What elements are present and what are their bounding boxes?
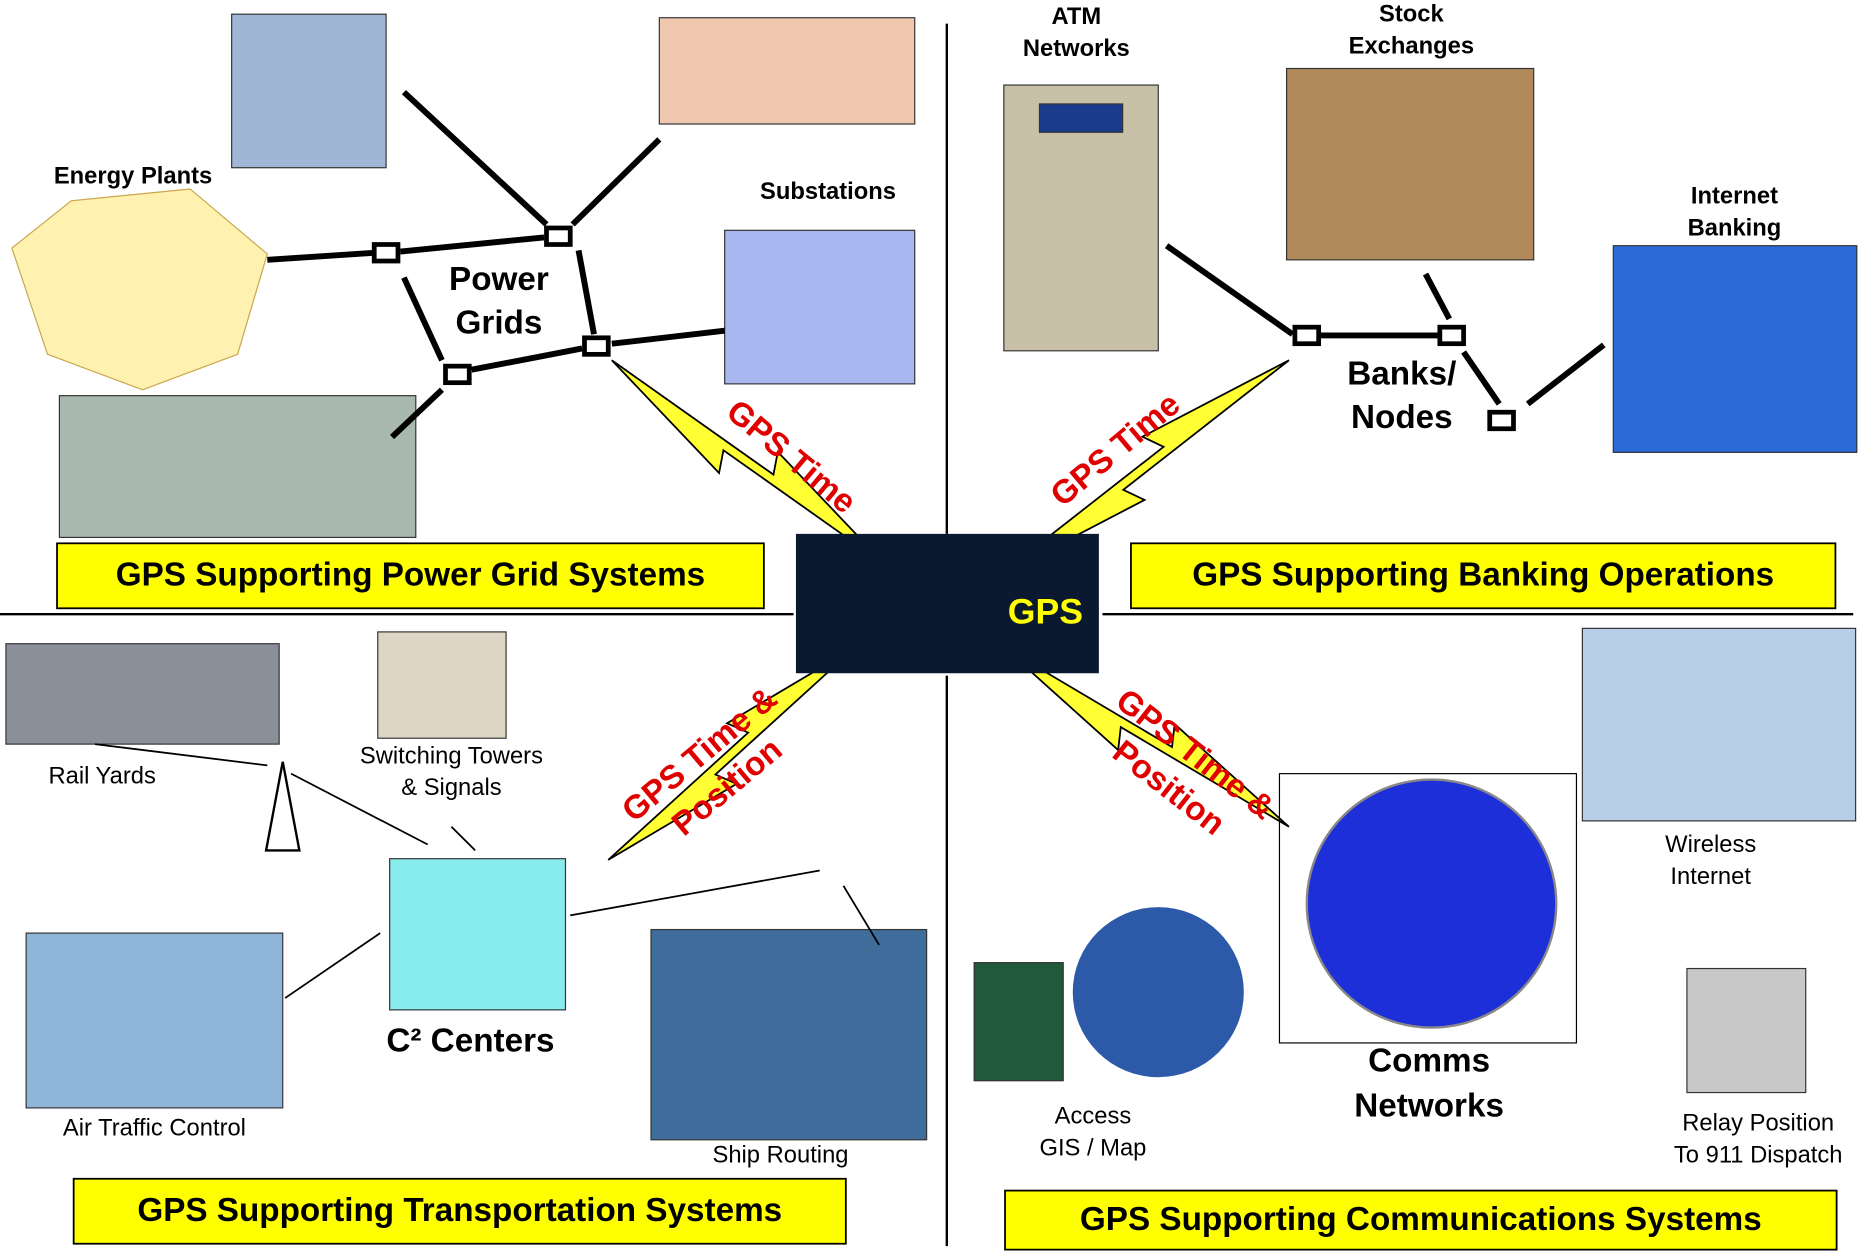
node-label: Wireless bbox=[1665, 832, 1756, 858]
node-label: To 911 Dispatch bbox=[1674, 1143, 1843, 1169]
node-label: Energy Plants bbox=[54, 163, 212, 189]
stock-exchange-picture bbox=[1287, 69, 1534, 260]
c2-center-picture bbox=[390, 859, 566, 1010]
substation-picture bbox=[725, 230, 915, 384]
hub-label: Comms bbox=[1368, 1043, 1490, 1080]
person-picture bbox=[974, 963, 1063, 1081]
link-line bbox=[95, 744, 267, 765]
link-line bbox=[472, 348, 582, 369]
power-plant-picture bbox=[232, 14, 386, 168]
node-label: Access bbox=[1055, 1104, 1132, 1130]
link-line bbox=[285, 933, 380, 998]
page: html, body { margin: 0; padding: 0; back… bbox=[0, 0, 1858, 1252]
node-label: Internet bbox=[1691, 184, 1778, 210]
hub-label: Power bbox=[449, 261, 549, 298]
network-node bbox=[445, 366, 469, 383]
link-line bbox=[570, 870, 819, 915]
phone-picture bbox=[1687, 969, 1806, 1093]
diagram: GPS Supporting Power Grid Systems GPS Sup… bbox=[0, 0, 1858, 1252]
nuclear-plant-picture bbox=[59, 396, 415, 538]
link-line bbox=[612, 331, 725, 344]
hub-label: C² Centers bbox=[386, 1023, 554, 1060]
node-label: ATM bbox=[1051, 4, 1101, 30]
node-label: Exchanges bbox=[1349, 34, 1474, 60]
banner-title: GPS Supporting Banking Operations bbox=[1192, 557, 1774, 594]
link-line bbox=[404, 92, 547, 224]
node-label: Air Traffic Control bbox=[63, 1115, 246, 1141]
airplane-picture bbox=[26, 933, 283, 1108]
center-label: GPS bbox=[1008, 592, 1083, 632]
network-node bbox=[1295, 327, 1319, 344]
link-line bbox=[1464, 352, 1500, 404]
banner-title: GPS Supporting Communications Systems bbox=[1080, 1201, 1762, 1238]
banner-title: GPS Supporting Power Grid Systems bbox=[116, 557, 705, 594]
globe-network-picture bbox=[1307, 780, 1556, 1028]
ship-picture bbox=[651, 930, 927, 1140]
switching-tower-picture bbox=[378, 632, 506, 738]
node-label: Rail Yards bbox=[48, 763, 155, 789]
energy-plant-picture bbox=[12, 189, 267, 390]
earth-picture bbox=[1073, 907, 1244, 1077]
link-line bbox=[1167, 246, 1293, 335]
link-line bbox=[400, 237, 544, 251]
network-node bbox=[546, 228, 570, 245]
node-label: Switching Towers bbox=[360, 743, 543, 769]
train-picture bbox=[6, 644, 279, 744]
link-line bbox=[451, 827, 475, 851]
node-label: Internet bbox=[1670, 864, 1751, 890]
node-label: Banking bbox=[1688, 215, 1782, 241]
lightning-bolt bbox=[608, 647, 855, 860]
hub-label: Banks/ bbox=[1347, 355, 1456, 392]
network-node bbox=[1490, 412, 1514, 429]
link-line bbox=[1426, 274, 1450, 319]
hub-label: Nodes bbox=[1351, 399, 1453, 436]
node-label: Networks bbox=[1023, 36, 1130, 62]
link-line bbox=[1528, 345, 1604, 404]
network-node bbox=[374, 244, 398, 261]
link-line bbox=[579, 250, 594, 334]
network-node bbox=[1440, 327, 1464, 344]
banner-title: GPS Supporting Transportation Systems bbox=[137, 1192, 782, 1229]
cooling-tower-picture bbox=[659, 18, 914, 124]
hub-label: Grids bbox=[456, 305, 543, 342]
wireless-picture bbox=[1582, 628, 1855, 821]
hub-label: Networks bbox=[1354, 1088, 1504, 1125]
network-node bbox=[584, 338, 608, 355]
node-label: GIS / Map bbox=[1039, 1136, 1146, 1162]
node-label: Stock bbox=[1379, 2, 1445, 28]
internet-banking-picture bbox=[1613, 246, 1857, 453]
node-label: Relay Position bbox=[1682, 1111, 1834, 1137]
node-label: & Signals bbox=[401, 775, 501, 801]
node-label: Substations bbox=[760, 179, 896, 205]
link-line bbox=[573, 139, 660, 224]
node-label: Ship Routing bbox=[712, 1143, 848, 1169]
body: {"center": {"label": "GPS"}, "quadrants"… bbox=[0, 0, 1858, 1252]
link-line bbox=[267, 253, 374, 260]
atm-sign bbox=[1039, 104, 1122, 132]
link-line bbox=[404, 278, 442, 361]
